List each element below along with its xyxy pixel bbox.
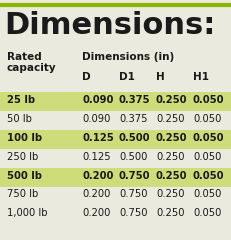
Text: Dimensions (in): Dimensions (in) <box>82 52 174 62</box>
Text: 750 lb: 750 lb <box>7 189 38 199</box>
Text: 1,000 lb: 1,000 lb <box>7 208 47 218</box>
Text: 50 lb: 50 lb <box>7 114 32 124</box>
Text: 0.250: 0.250 <box>156 171 187 180</box>
Bar <box>0 92 231 111</box>
Text: 0.050: 0.050 <box>193 171 224 180</box>
Text: 0.050: 0.050 <box>193 114 221 124</box>
Text: 100 lb: 100 lb <box>7 133 42 143</box>
Text: 0.750: 0.750 <box>119 189 147 199</box>
Text: 0.200: 0.200 <box>82 189 110 199</box>
Text: 0.050: 0.050 <box>193 152 221 162</box>
Text: 0.250: 0.250 <box>156 95 187 105</box>
Text: 25 lb: 25 lb <box>7 95 35 105</box>
Text: 0.200: 0.200 <box>82 208 110 218</box>
Text: D1: D1 <box>119 72 135 82</box>
Bar <box>0 130 231 149</box>
Text: Dimensions:: Dimensions: <box>5 11 216 40</box>
Text: 0.250: 0.250 <box>156 189 184 199</box>
Text: 0.375: 0.375 <box>119 114 147 124</box>
Text: 0.050: 0.050 <box>193 208 221 218</box>
Text: D: D <box>82 72 91 82</box>
Text: H1: H1 <box>193 72 209 82</box>
Text: 0.375: 0.375 <box>119 95 150 105</box>
Text: 0.250: 0.250 <box>156 114 184 124</box>
Text: H: H <box>156 72 165 82</box>
Text: 0.250: 0.250 <box>156 152 184 162</box>
Text: Rated
capacity: Rated capacity <box>7 52 57 73</box>
Text: 0.050: 0.050 <box>193 189 221 199</box>
Text: 0.250: 0.250 <box>156 208 184 218</box>
Text: 0.125: 0.125 <box>82 133 114 143</box>
Text: 0.200: 0.200 <box>82 171 113 180</box>
Text: 0.050: 0.050 <box>193 133 224 143</box>
Text: 0.250: 0.250 <box>156 133 187 143</box>
Text: 0.125: 0.125 <box>82 152 111 162</box>
Text: 0.090: 0.090 <box>82 114 110 124</box>
Text: 500 lb: 500 lb <box>7 171 42 180</box>
Text: 0.500: 0.500 <box>119 152 147 162</box>
Text: 0.050: 0.050 <box>193 95 224 105</box>
Text: 250 lb: 250 lb <box>7 152 38 162</box>
Text: 0.500: 0.500 <box>119 133 150 143</box>
Text: 0.750: 0.750 <box>119 208 147 218</box>
Text: 0.090: 0.090 <box>82 95 113 105</box>
Text: 0.750: 0.750 <box>119 171 150 180</box>
Bar <box>0 168 231 187</box>
